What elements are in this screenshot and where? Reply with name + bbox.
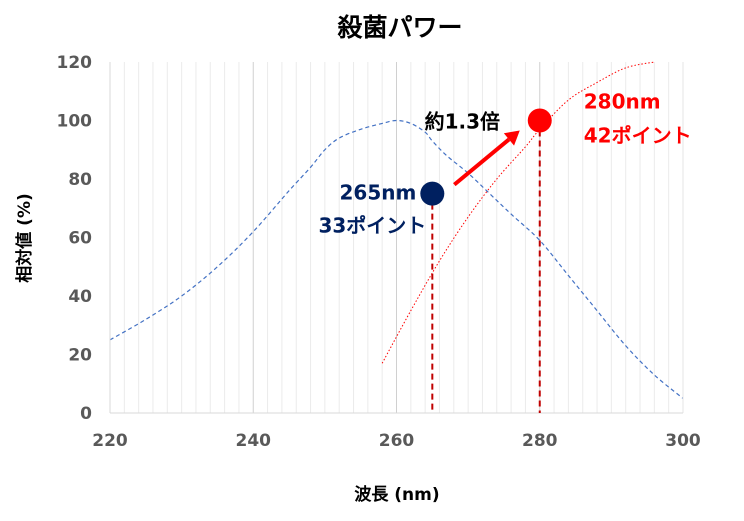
ratio-arrow-shaft — [453, 137, 511, 187]
y-tick-label: 40 — [68, 287, 92, 307]
plot-marks: 265nm 33ポイント 280nm 42ポイント 約1.3倍 — [318, 90, 692, 413]
y-tick-label: 100 — [57, 112, 93, 132]
point-265-pts-label: 33ポイント — [318, 214, 426, 238]
x-tick-label: 280 — [522, 431, 558, 451]
x-tick-label: 260 — [379, 431, 415, 451]
point-265 — [420, 181, 445, 206]
x-tick-label: 240 — [236, 431, 272, 451]
ratio-label: 約1.3倍 — [425, 110, 500, 134]
plot-grid — [123, 62, 670, 413]
point-280 — [527, 108, 552, 133]
x-axis-title: 波長 (nm) — [354, 484, 439, 505]
ratio-arrow-head — [503, 130, 520, 146]
y-tick-label: 80 — [68, 170, 92, 190]
point-280-pts-label: 42ポイント — [584, 124, 692, 148]
series-line-1 — [381, 61, 655, 364]
chart-title: 殺菌パワー — [337, 13, 462, 42]
y-tick-label: 20 — [68, 346, 92, 366]
point-280-nm-label: 280nm — [584, 90, 661, 114]
point-265-nm-label: 265nm — [339, 181, 416, 205]
y-tick-label: 120 — [57, 53, 93, 73]
x-tick-label: 220 — [92, 431, 128, 451]
y-axis-title: 相対値 (%) — [14, 193, 35, 283]
y-tick-label: 60 — [68, 229, 92, 249]
x-tick-label: 300 — [665, 431, 701, 451]
y-tick-label: 0 — [80, 404, 92, 424]
plot-axes: 220 240 260 280 300 0 20 40 60 80 100 120 — [57, 53, 701, 451]
series-line-0 — [109, 119, 684, 399]
plot-curves — [109, 61, 684, 399]
